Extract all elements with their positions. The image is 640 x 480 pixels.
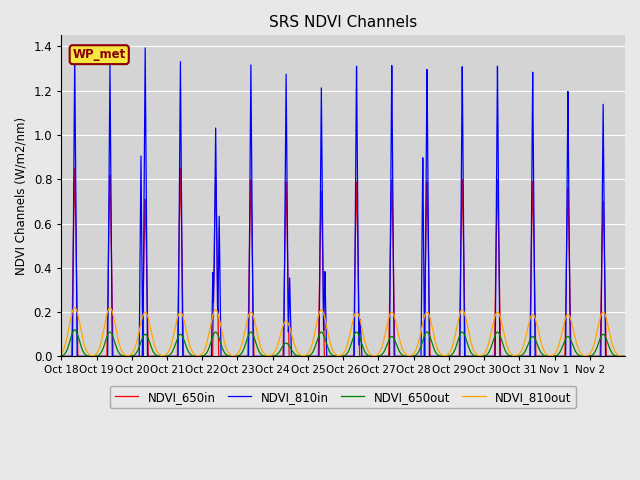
NDVI_650in [262, 353, 269, 359]
NDVI_810out [415, 335, 423, 341]
NDVI_650in [58, 353, 65, 359]
Text: WP_met: WP_met [72, 48, 126, 61]
NDVI_650in [391, 353, 399, 359]
NDVI_650in [86, 353, 93, 359]
NDVI_650in [71, 165, 79, 171]
NDVI_810in [262, 353, 269, 359]
NDVI_810in [621, 353, 629, 359]
NDVI_810out [391, 315, 399, 321]
NDVI_650in [476, 353, 483, 359]
NDVI_810in [58, 353, 65, 359]
Title: SRS NDVI Channels: SRS NDVI Channels [269, 15, 417, 30]
NDVI_650out [391, 338, 399, 344]
NDVI_650out [71, 327, 79, 333]
NDVI_810out [476, 353, 483, 359]
NDVI_650out [415, 347, 423, 353]
NDVI_810out [71, 305, 79, 311]
Line: NDVI_650in: NDVI_650in [61, 168, 625, 356]
NDVI_810in [141, 45, 149, 51]
NDVI_810out [86, 352, 93, 358]
Line: NDVI_810in: NDVI_810in [61, 48, 625, 356]
NDVI_650out [506, 353, 513, 359]
NDVI_650in [415, 353, 423, 359]
NDVI_650in [621, 353, 629, 359]
NDVI_810in [506, 353, 513, 359]
Line: NDVI_650out: NDVI_650out [61, 330, 625, 356]
NDVI_810in [391, 353, 399, 359]
NDVI_650out [621, 353, 629, 359]
NDVI_810in [476, 353, 483, 359]
Legend: NDVI_650in, NDVI_810in, NDVI_650out, NDVI_810out: NDVI_650in, NDVI_810in, NDVI_650out, NDV… [110, 386, 576, 408]
NDVI_650in [506, 353, 513, 359]
NDVI_810in [415, 353, 423, 359]
NDVI_650out [262, 353, 269, 359]
NDVI_810out [262, 352, 269, 358]
Y-axis label: NDVI Channels (W/m2/nm): NDVI Channels (W/m2/nm) [15, 117, 28, 275]
NDVI_650out [58, 353, 65, 359]
NDVI_810out [506, 348, 513, 354]
NDVI_810out [621, 353, 629, 359]
NDVI_650out [476, 353, 483, 359]
NDVI_810in [86, 353, 93, 359]
NDVI_650out [86, 353, 93, 359]
Line: NDVI_810out: NDVI_810out [61, 308, 625, 356]
NDVI_810out [58, 350, 65, 356]
